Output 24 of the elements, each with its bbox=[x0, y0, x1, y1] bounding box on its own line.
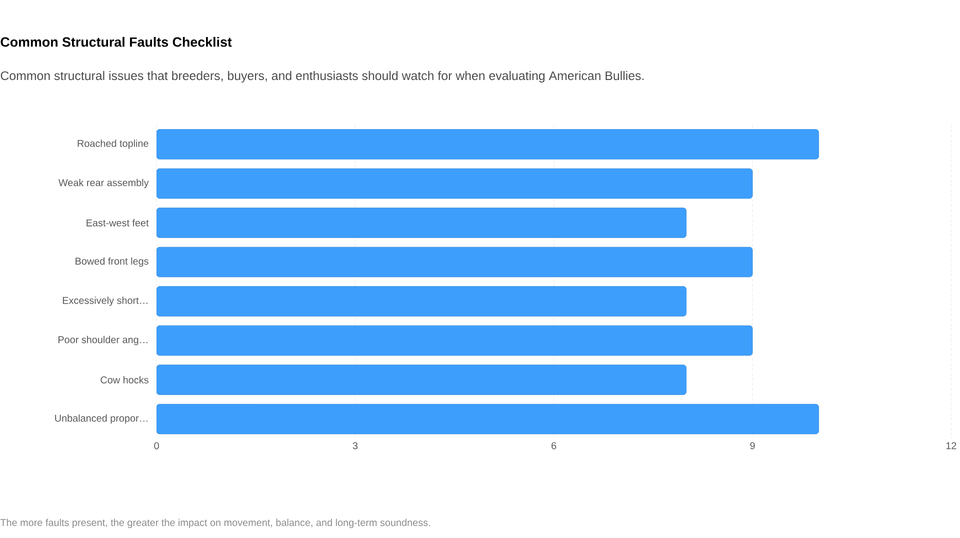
chart-title: Common Structural Faults Checklist bbox=[0, 36, 232, 47]
y-tick-label: East-west feet bbox=[86, 218, 149, 226]
bar bbox=[156, 207, 686, 238]
bar bbox=[156, 128, 819, 160]
bar bbox=[156, 364, 686, 395]
chart-subtitle: Common structural issues that breeders, buyers, and enthusiasts should watch for when evaluating American Bullies. bbox=[0, 70, 644, 82]
y-tick-label: Poor shoulder ang… bbox=[58, 336, 148, 345]
x-tick-label: 9 bbox=[750, 442, 755, 450]
y-tick-label: Weak rear assembly bbox=[58, 178, 149, 188]
bar bbox=[156, 286, 686, 316]
y-tick-label: Excessively short… bbox=[62, 296, 148, 306]
y-tick-label: Bowed front legs bbox=[76, 257, 148, 266]
text: The more faults present, the greater the impact on movement, balance, and long-term soundness. bbox=[0, 518, 430, 528]
y-tick-label: Cow hocks bbox=[100, 376, 148, 384]
y-tick-label: Roached topline bbox=[78, 139, 148, 149]
bar bbox=[156, 325, 753, 356]
x-tick-label: 0 bbox=[154, 442, 159, 450]
x-tick-label: 6 bbox=[552, 442, 556, 450]
x-tick-label: 3 bbox=[352, 442, 358, 450]
bar bbox=[156, 404, 819, 434]
x-tick-label: 12 bbox=[946, 442, 956, 449]
bar bbox=[156, 246, 753, 277]
bar bbox=[156, 168, 753, 198]
y-tick-label: Unbalanced propor… bbox=[55, 414, 148, 424]
